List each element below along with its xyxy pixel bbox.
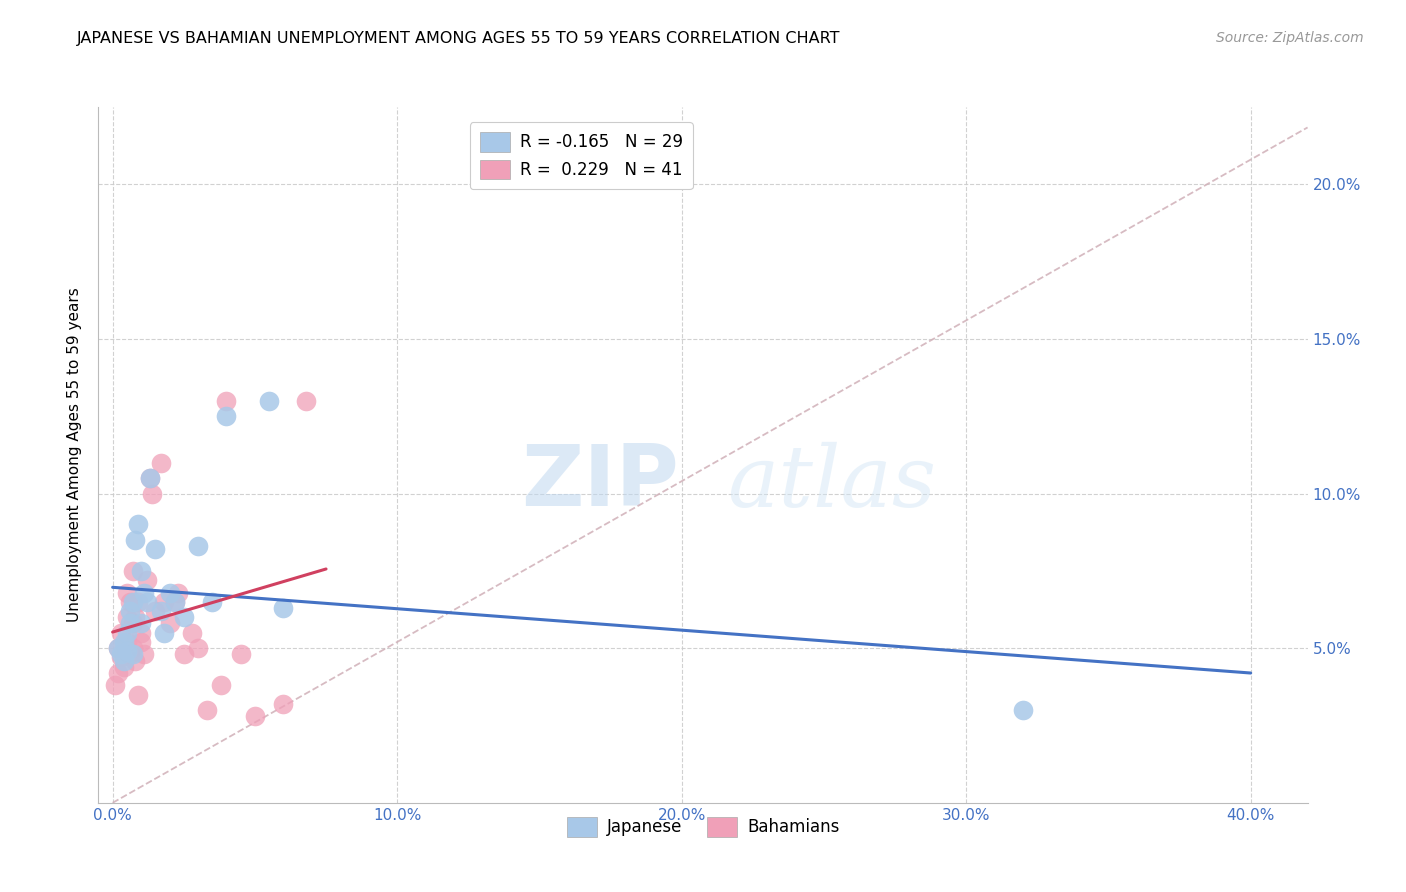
Text: ZIP: ZIP bbox=[522, 442, 679, 524]
Point bbox=[104, 678, 127, 692]
Point bbox=[165, 595, 187, 609]
Point bbox=[215, 409, 238, 424]
Point bbox=[201, 595, 224, 609]
Point bbox=[132, 585, 155, 599]
Point bbox=[129, 625, 152, 640]
Point bbox=[138, 471, 160, 485]
Point bbox=[121, 595, 143, 609]
Point bbox=[118, 604, 141, 618]
Point bbox=[107, 641, 129, 656]
Point bbox=[135, 595, 157, 609]
Text: JAPANESE VS BAHAMIAN UNEMPLOYMENT AMONG AGES 55 TO 59 YEARS CORRELATION CHART: JAPANESE VS BAHAMIAN UNEMPLOYMENT AMONG … bbox=[77, 31, 841, 46]
Point bbox=[129, 564, 152, 578]
Point bbox=[243, 709, 266, 723]
Point bbox=[118, 648, 141, 662]
Point bbox=[112, 648, 135, 662]
Point bbox=[195, 703, 218, 717]
Point bbox=[273, 697, 295, 711]
Point bbox=[115, 610, 138, 624]
Point bbox=[107, 665, 129, 680]
Point bbox=[129, 635, 152, 649]
Text: Source: ZipAtlas.com: Source: ZipAtlas.com bbox=[1216, 31, 1364, 45]
Point bbox=[110, 648, 132, 662]
Point bbox=[129, 616, 152, 631]
Point bbox=[187, 641, 209, 656]
Point bbox=[150, 604, 173, 618]
Point bbox=[257, 393, 280, 408]
Point bbox=[110, 650, 132, 665]
Point bbox=[121, 641, 143, 656]
Point bbox=[110, 625, 132, 640]
Point bbox=[118, 616, 141, 631]
Point bbox=[173, 610, 195, 624]
Point bbox=[229, 648, 252, 662]
Point bbox=[153, 625, 176, 640]
Point bbox=[132, 648, 155, 662]
Point bbox=[153, 595, 176, 609]
Point bbox=[118, 595, 141, 609]
Point bbox=[121, 564, 143, 578]
Point bbox=[173, 648, 195, 662]
Point bbox=[1012, 703, 1035, 717]
Point bbox=[115, 625, 138, 640]
Point bbox=[215, 393, 238, 408]
Point bbox=[295, 393, 318, 408]
Point bbox=[209, 678, 232, 692]
Legend: Japanese, Bahamians: Japanese, Bahamians bbox=[560, 811, 846, 843]
Point bbox=[115, 635, 138, 649]
Point bbox=[124, 654, 146, 668]
Point bbox=[141, 486, 163, 500]
Point bbox=[167, 585, 190, 599]
Point bbox=[112, 654, 135, 668]
Point bbox=[127, 517, 149, 532]
Y-axis label: Unemployment Among Ages 55 to 59 years: Unemployment Among Ages 55 to 59 years bbox=[66, 287, 82, 623]
Point bbox=[112, 635, 135, 649]
Point bbox=[121, 648, 143, 662]
Point bbox=[138, 471, 160, 485]
Point bbox=[273, 601, 295, 615]
Point bbox=[115, 644, 138, 658]
Point bbox=[124, 533, 146, 547]
Point bbox=[181, 625, 204, 640]
Point bbox=[159, 616, 181, 631]
Point bbox=[187, 539, 209, 553]
Point bbox=[115, 585, 138, 599]
Text: atlas: atlas bbox=[727, 442, 936, 524]
Point bbox=[127, 688, 149, 702]
Point bbox=[124, 610, 146, 624]
Point bbox=[135, 573, 157, 587]
Point bbox=[143, 604, 166, 618]
Point bbox=[107, 641, 129, 656]
Point bbox=[150, 456, 173, 470]
Point bbox=[127, 595, 149, 609]
Point bbox=[159, 585, 181, 599]
Point bbox=[143, 542, 166, 557]
Point bbox=[121, 616, 143, 631]
Point bbox=[165, 595, 187, 609]
Point bbox=[112, 659, 135, 673]
